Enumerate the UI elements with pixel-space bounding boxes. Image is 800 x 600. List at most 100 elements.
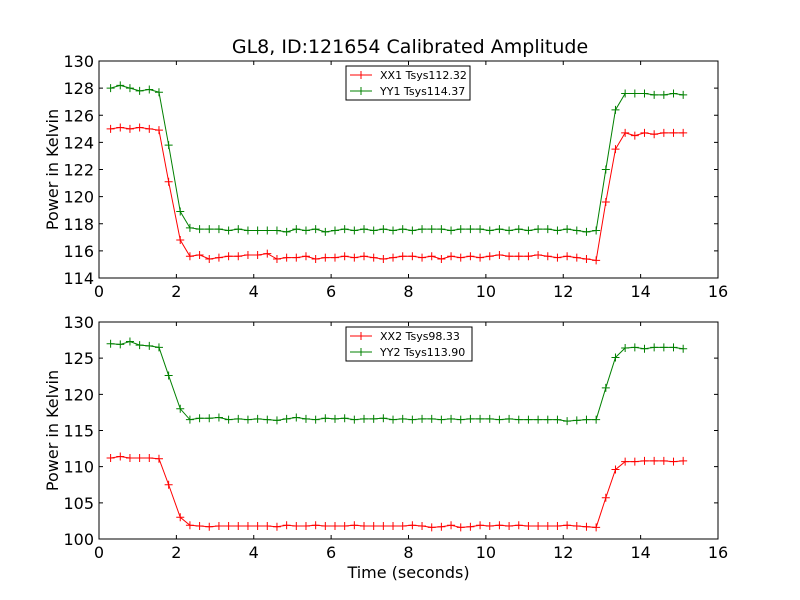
data-point (301, 226, 310, 235)
data-point (456, 523, 465, 532)
data-point (301, 252, 310, 261)
data-point (621, 457, 630, 466)
data-point (408, 226, 417, 235)
series-markers-2 (106, 337, 688, 426)
data-point (282, 253, 291, 262)
data-point (106, 84, 115, 93)
data-point (369, 226, 378, 235)
series-markers-1 (106, 123, 688, 265)
data-point (379, 225, 388, 234)
data-point (154, 88, 163, 97)
y-tick-label: 128 (63, 79, 94, 98)
y-tick-label: 114 (63, 269, 94, 288)
y-tick-label: 118 (63, 215, 94, 234)
data-point (311, 225, 320, 234)
data-point (514, 415, 523, 424)
data-point (601, 493, 610, 502)
data-point (330, 226, 339, 235)
data-point (340, 225, 349, 234)
data-point (447, 414, 456, 423)
data-point (125, 84, 134, 93)
data-point (195, 250, 204, 259)
top-subplot: 0 2 4 6 8 10 12 14 16 114 116 118 120 122 124 126 128 130… (43, 52, 728, 301)
data-point (466, 225, 475, 234)
data-point (292, 413, 301, 422)
data-point (650, 456, 659, 465)
data-point (650, 343, 659, 352)
data-point (379, 255, 388, 264)
data-point (125, 337, 134, 346)
data-point (534, 225, 543, 234)
data-point (466, 252, 475, 261)
data-point (311, 521, 320, 530)
y-axis-label: Power in Kelvin (43, 370, 62, 491)
data-point (582, 415, 591, 424)
data-point (650, 90, 659, 99)
data-point (214, 521, 223, 530)
data-point (495, 521, 504, 530)
data-point (195, 521, 204, 530)
data-point (135, 123, 144, 132)
data-point (456, 415, 465, 424)
data-point (214, 253, 223, 262)
y-tick-label: 105 (63, 494, 94, 513)
data-point (630, 457, 639, 466)
data-point (476, 225, 485, 234)
data-point (601, 165, 610, 174)
y-tick-label: 115 (63, 422, 94, 441)
data-point (485, 521, 494, 530)
data-point (398, 225, 407, 234)
data-point (437, 522, 446, 531)
data-point (330, 253, 339, 262)
data-point (243, 226, 252, 235)
data-point (263, 226, 272, 235)
data-point (659, 90, 668, 99)
data-point (350, 226, 359, 235)
data-point (427, 252, 436, 261)
data-point (145, 341, 154, 350)
data-point (125, 124, 134, 133)
legend-box (345, 65, 471, 101)
data-point (330, 521, 339, 530)
data-point (369, 253, 378, 262)
data-point (640, 456, 649, 465)
data-point (418, 414, 427, 423)
data-point (398, 414, 407, 423)
y-tick-label: 100 (63, 530, 94, 549)
data-point (214, 413, 223, 422)
data-point (563, 521, 572, 530)
data-point (592, 523, 601, 532)
data-point (185, 415, 194, 424)
data-point (154, 343, 163, 352)
data-point (360, 225, 369, 234)
y-tick-label: 125 (63, 349, 94, 368)
data-point (408, 252, 417, 261)
data-point (640, 128, 649, 137)
data-point (350, 521, 359, 530)
data-point (321, 227, 330, 236)
data-point (505, 521, 514, 530)
data-point (185, 252, 194, 261)
data-point (154, 454, 163, 463)
data-point (164, 141, 173, 150)
data-point (301, 521, 310, 530)
data-point (116, 81, 125, 90)
data-point (630, 89, 639, 98)
data-point (476, 253, 485, 262)
data-point (379, 414, 388, 423)
data-point (611, 105, 620, 114)
data-point (301, 414, 310, 423)
data-point (669, 89, 678, 98)
x-tick-label: 6 (326, 543, 336, 562)
data-point (224, 252, 233, 261)
data-point (243, 415, 252, 424)
x-axis-label: Time (seconds) (346, 563, 469, 582)
data-point (195, 414, 204, 423)
legend: XX1 Tsys112.32 YY1 Tsys114.37 (345, 65, 471, 101)
data-point (243, 521, 252, 530)
data-point (505, 226, 514, 235)
data-point (389, 415, 398, 424)
data-point (321, 253, 330, 262)
data-point (437, 415, 446, 424)
data-point (234, 252, 243, 261)
